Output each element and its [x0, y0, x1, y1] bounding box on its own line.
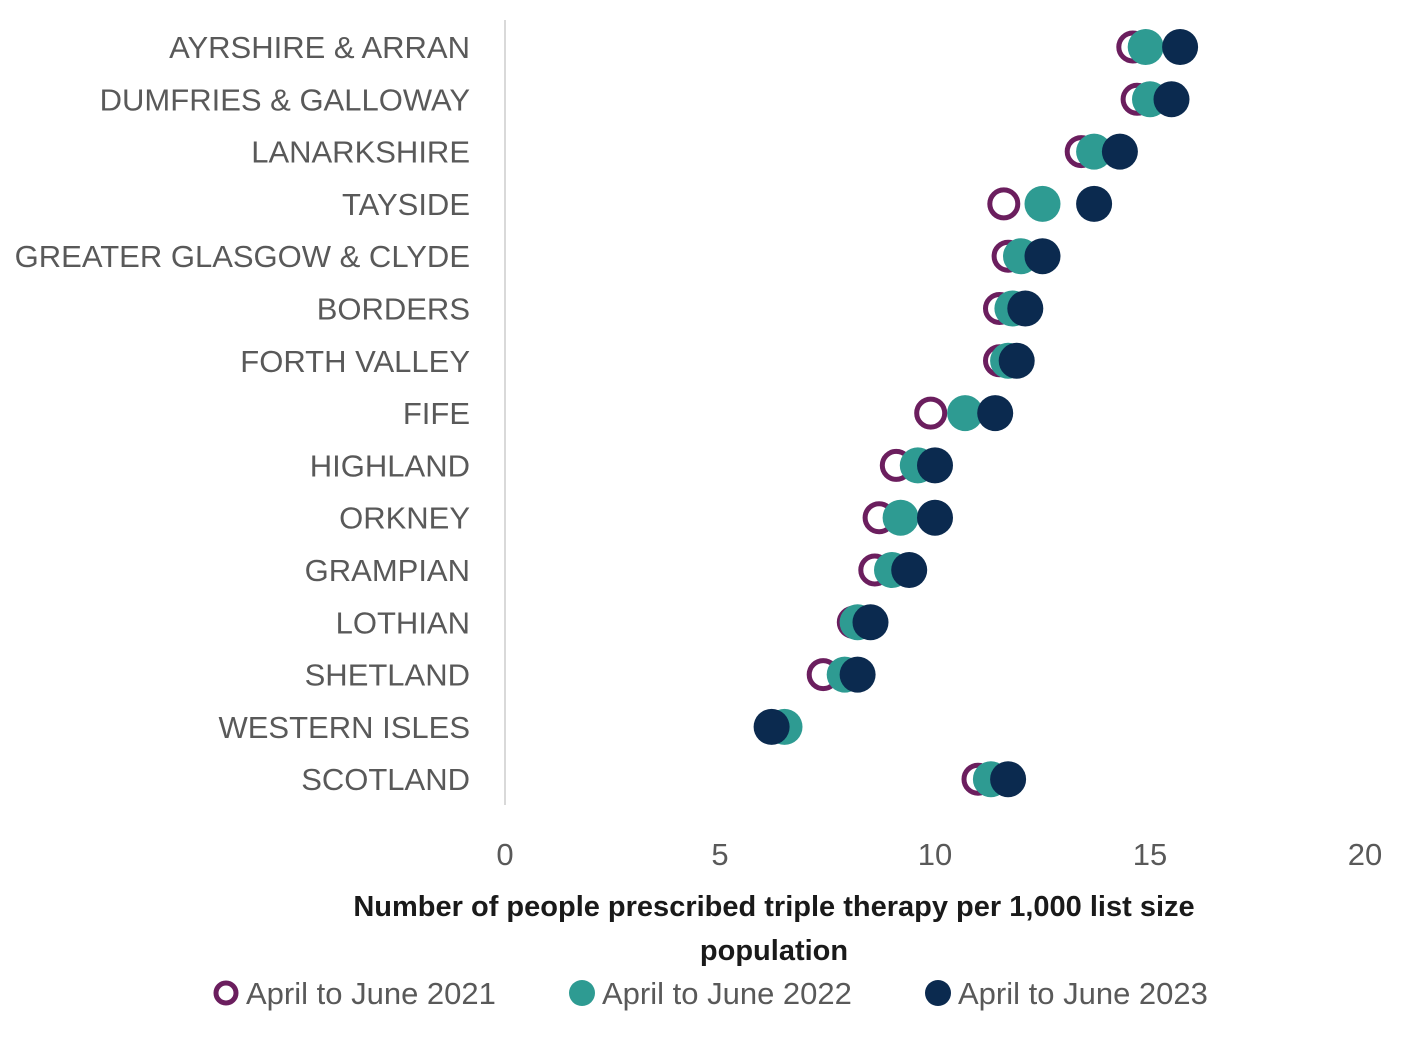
category-label: ORKNEY [339, 501, 470, 536]
data-point-2 [1076, 133, 1113, 170]
legend-label: April to June 2022 [602, 976, 852, 1011]
data-point-3 [839, 656, 876, 693]
category-label: LANARKSHIRE [251, 135, 470, 170]
x-tick-label: 10 [918, 837, 952, 872]
legend-label: April to June 2021 [246, 976, 496, 1011]
data-point-2 [1127, 29, 1164, 65]
data-point-2 [947, 395, 984, 432]
category-labels: AYRSHIRE & ARRAN DUMFRIES & GALLOWAY LANAR… [15, 30, 470, 797]
data-point-3 [990, 761, 1027, 798]
data-points [753, 29, 1199, 798]
category-label: BORDERS [317, 292, 470, 327]
data-point-3 [1076, 185, 1113, 222]
data-point-3 [998, 342, 1035, 379]
x-tick-label: 0 [496, 837, 513, 872]
category-label: LOTHIAN [336, 605, 470, 640]
legend-label: April to June 2023 [958, 976, 1208, 1011]
category-label: WESTERN ISLES [219, 710, 471, 745]
data-point-2 [1024, 185, 1061, 222]
category-label: AYRSHIRE & ARRAN [169, 30, 470, 65]
category-label: SCOTLAND [301, 762, 470, 797]
legend: April to June 2021 April to June 2022 Apri… [213, 976, 1208, 1011]
legend-marker-filled-circle-icon [925, 980, 951, 1006]
legend-marker-hollow-circle-icon [213, 980, 239, 1006]
data-point-3 [1024, 238, 1061, 275]
category-label: HIGHLAND [310, 448, 470, 483]
x-axis-title: Number of people prescribed triple thera… [353, 891, 1194, 967]
category-label: GRAMPIAN [305, 553, 470, 588]
category-label: SHETLAND [305, 658, 470, 693]
legend-marker-filled-circle-icon [569, 980, 595, 1006]
x-tick-label: 20 [1348, 837, 1382, 872]
x-axis-title-line: population [700, 935, 848, 967]
category-label: FIFE [403, 396, 470, 431]
data-point-2 [882, 499, 919, 536]
data-point-1 [987, 187, 1021, 221]
data-point-3 [1007, 290, 1044, 327]
x-tick-label: 15 [1133, 837, 1167, 872]
data-point-3 [917, 499, 953, 536]
category-label: GREATER GLASGOW & CLYDE [15, 239, 470, 274]
data-point-3 [977, 395, 1014, 432]
x-axis-title-line: Number of people prescribed triple thera… [353, 891, 1194, 923]
series-3-points [753, 29, 1199, 798]
data-point-3 [1101, 133, 1138, 170]
data-point-3 [852, 604, 889, 641]
data-point-3 [917, 447, 953, 484]
data-point-3 [1162, 29, 1199, 65]
data-point-3 [891, 552, 928, 588]
data-point-3 [753, 708, 790, 745]
category-label: TAYSIDE [342, 187, 470, 222]
data-point-3 [1153, 81, 1190, 118]
category-label: FORTH VALLEY [240, 344, 470, 379]
x-tick-labels: 0 5 10 15 20 [496, 837, 1382, 872]
data-point-1 [914, 396, 948, 430]
x-tick-label: 5 [711, 837, 728, 872]
category-label: DUMFRIES & GALLOWAY [100, 82, 470, 117]
